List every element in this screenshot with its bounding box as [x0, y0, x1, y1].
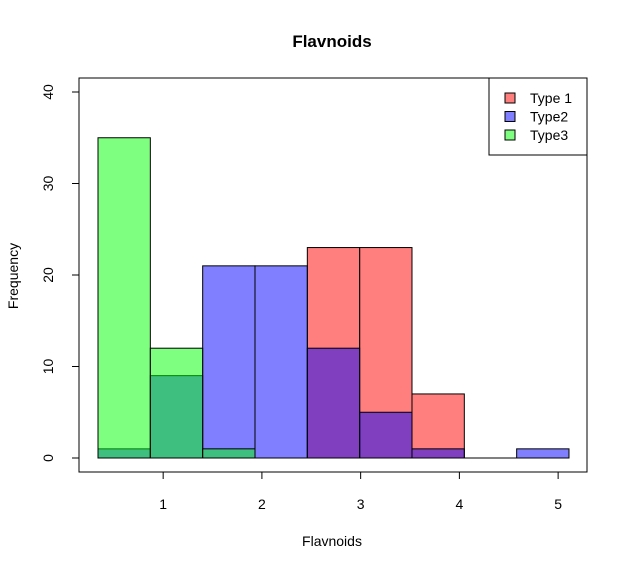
- x-tick-label-2: 2: [258, 496, 266, 512]
- bar-type2-bin-6: [411, 448, 465, 459]
- chart-title: Flavnoids: [292, 32, 371, 51]
- bar-type3-bin-2: [202, 448, 256, 459]
- y-tick-label-20: 20: [40, 267, 56, 283]
- legend-label-type2: Type2: [530, 109, 568, 125]
- legend-label-type1: Type 1: [530, 90, 572, 106]
- bar-type3-bin-0: [97, 137, 151, 459]
- y-tick-label-40: 40: [40, 84, 56, 100]
- legend-swatch-type2: [504, 111, 516, 122]
- x-tick-label-4: 4: [455, 496, 463, 512]
- y-axis-label: Frequency: [5, 243, 21, 309]
- bar-type2-bin-3: [254, 265, 308, 459]
- x-axis: 1 2 3 4 5: [159, 471, 562, 512]
- legend-label-type3: Type3: [530, 127, 568, 143]
- legend-swatch-type3: [504, 129, 516, 141]
- y-tick-label-30: 30: [40, 176, 56, 192]
- y-axis: 0 10 20 30 40: [40, 84, 80, 462]
- x-tick-label-5: 5: [554, 496, 562, 512]
- x-axis-label: Flavnoids: [302, 533, 362, 549]
- bar-type3-bin-1: [149, 347, 204, 459]
- bars-group: [97, 137, 570, 459]
- x-tick-label-1: 1: [159, 496, 167, 512]
- y-tick-label-0: 0: [40, 454, 56, 462]
- bar-type2-bin-5: [359, 411, 413, 459]
- bar-type2-bin-4: [306, 347, 361, 459]
- legend-swatch-type1: [504, 92, 516, 104]
- legend: Type 1 Type2 Type3: [488, 77, 588, 156]
- x-tick-label-3: 3: [357, 496, 365, 512]
- plot-frame: [78, 77, 588, 473]
- y-tick-label-10: 10: [40, 359, 56, 375]
- bar-type2-bin-2: [202, 265, 256, 459]
- bar-type2-bin-8: [516, 448, 570, 459]
- bar-type1-bin-6: [411, 393, 465, 459]
